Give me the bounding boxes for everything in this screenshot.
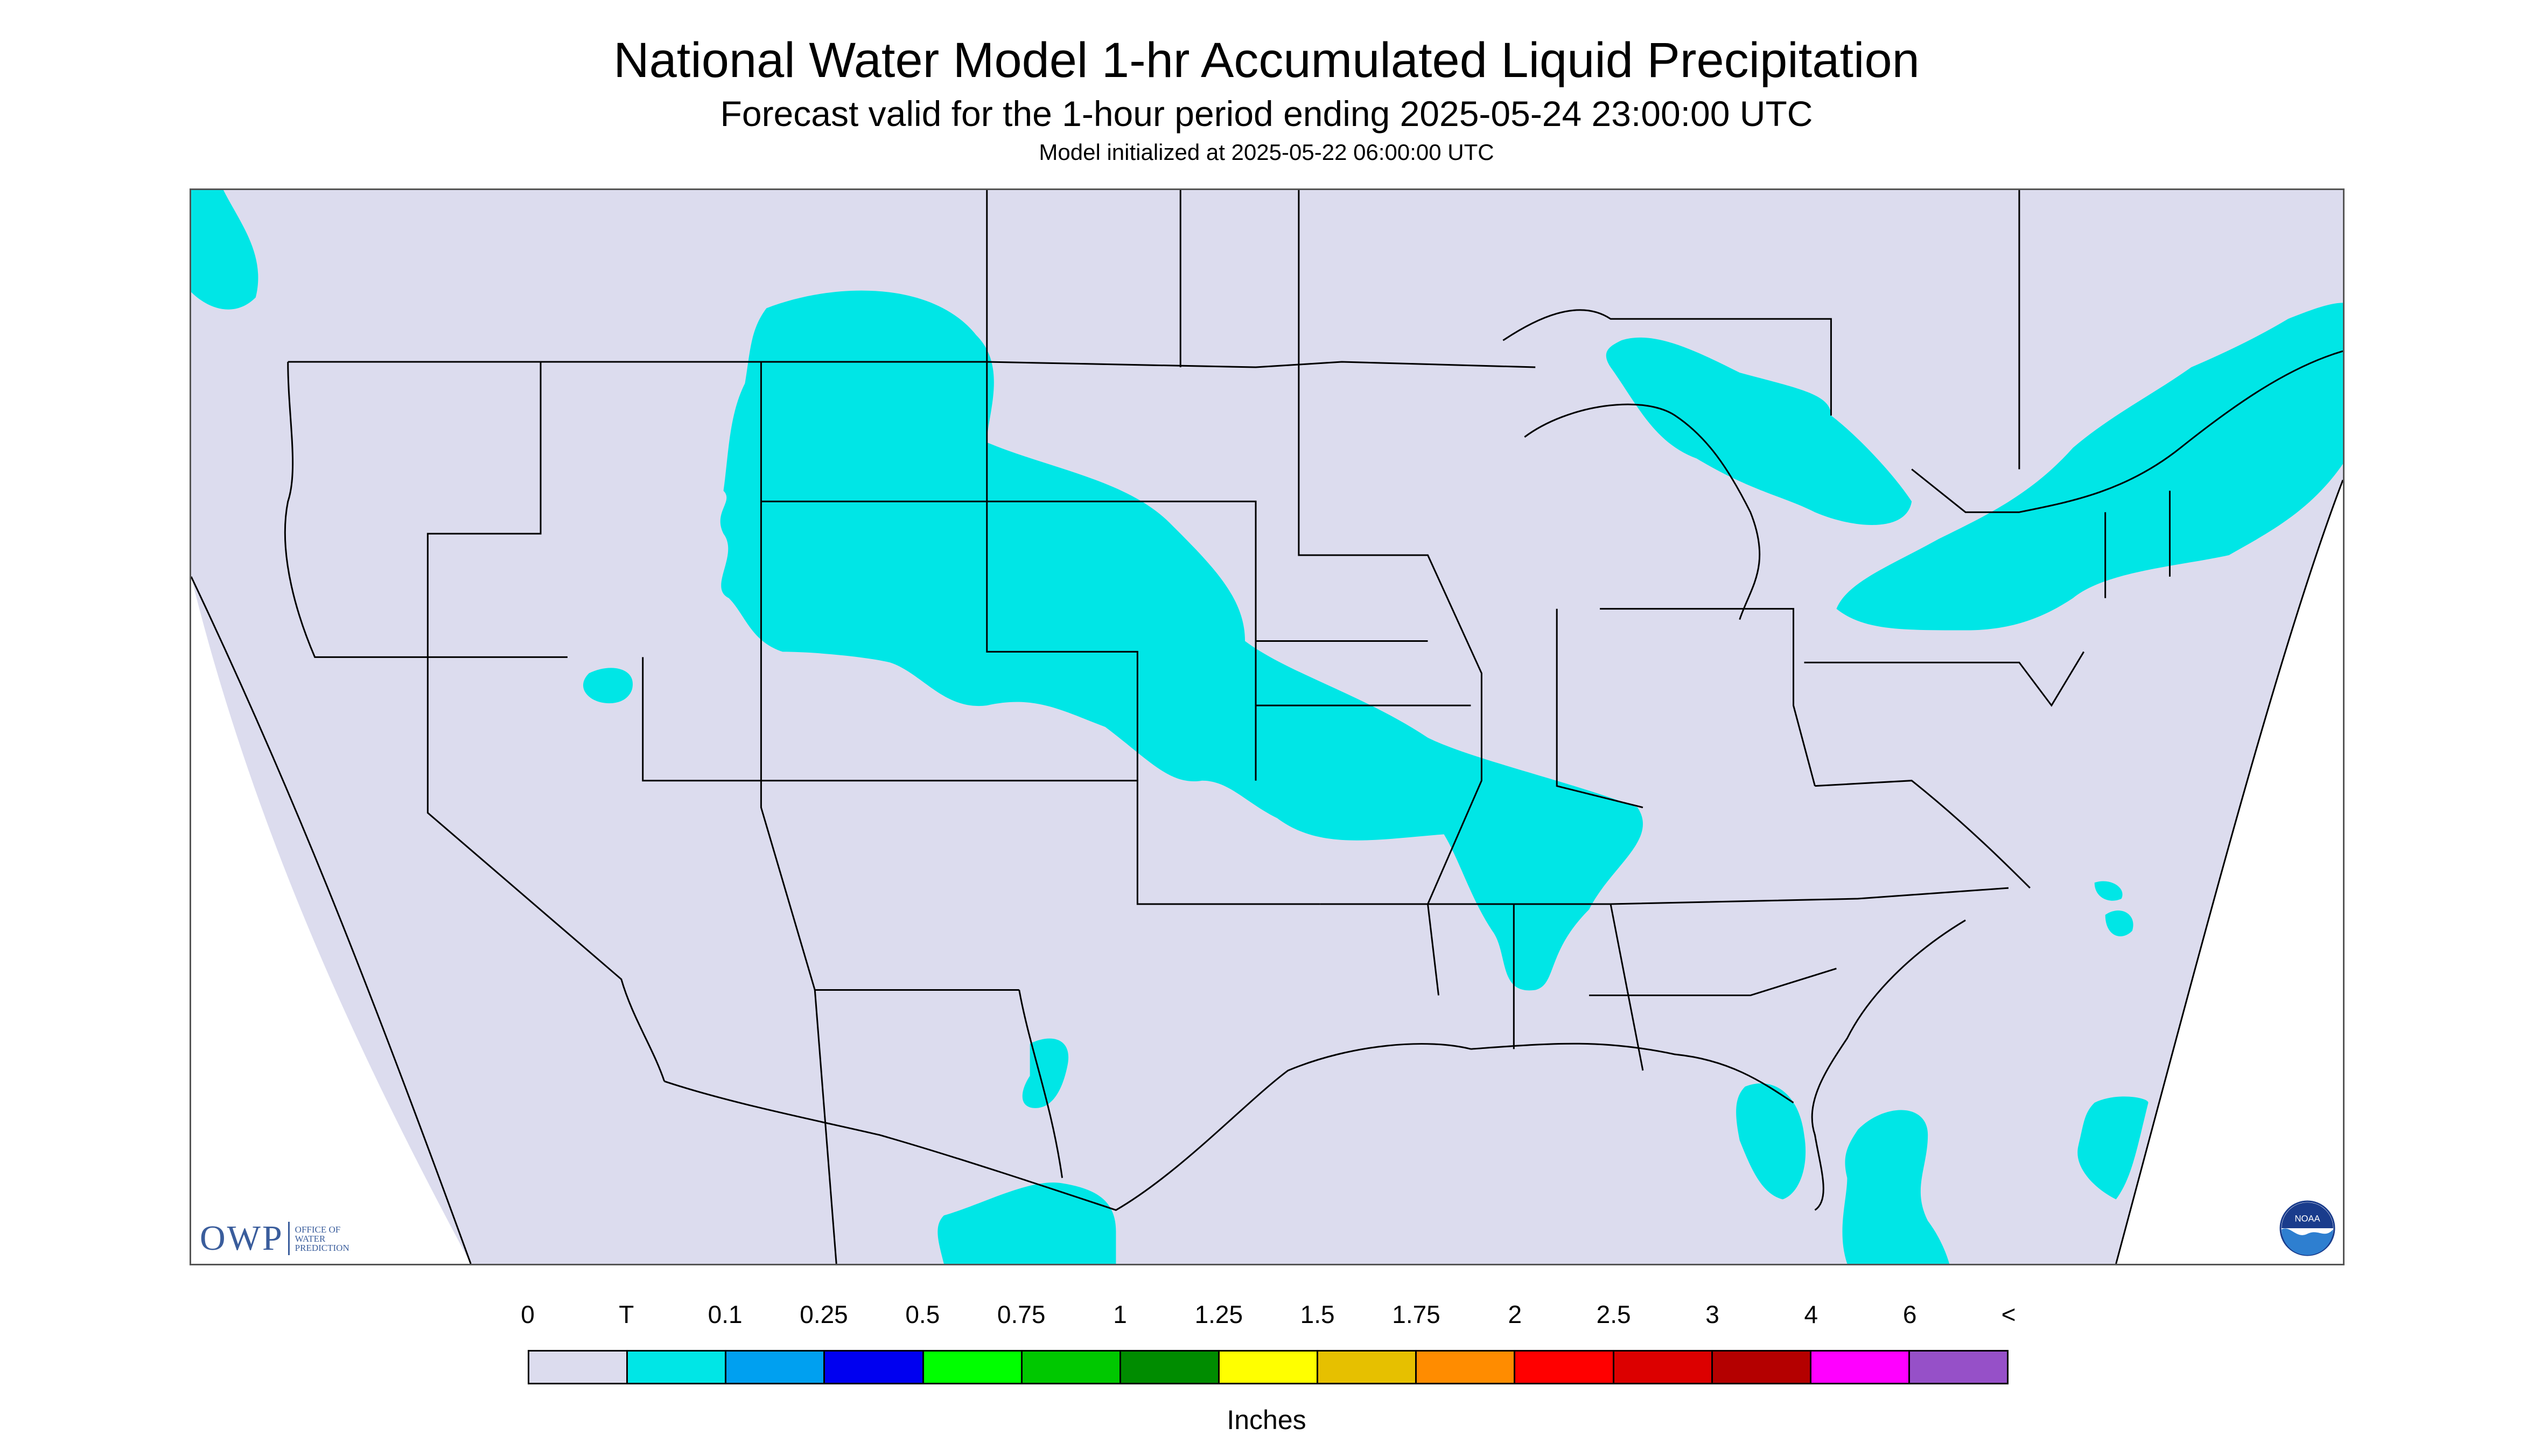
precip-area-southern-mexico: [937, 1182, 1116, 1264]
legend-swatch: [1614, 1352, 1713, 1383]
precip-area-atlantic-south: [2077, 1096, 2149, 1200]
legend-swatch: [529, 1352, 628, 1383]
precip-area-gulf-small: [2105, 910, 2133, 936]
owp-logo-text: OFFICE OF WATER PREDICTION: [295, 1225, 349, 1252]
legend-label: 0.75: [997, 1300, 1046, 1328]
legend-swatch: [1712, 1352, 1811, 1383]
legend-swatch: [1121, 1352, 1220, 1383]
united-states-map-icon: [191, 190, 2343, 1264]
legend-label: 1: [1113, 1300, 1127, 1328]
legend-labels: 0 T 0.1 0.25 0.5 0.75 1 1.25 1.5 1.75 2 2.5 3 4 6 <: [0, 1302, 2533, 1334]
legend-label: <: [2001, 1300, 2016, 1328]
legend-label: T: [619, 1300, 634, 1328]
legend-swatch: [1318, 1352, 1417, 1383]
legend-label: 4: [1804, 1300, 1818, 1328]
legend-swatch: [1219, 1352, 1319, 1383]
owp-logo-line-1: OFFICE OF: [295, 1224, 341, 1235]
legend-label: 0: [521, 1300, 535, 1328]
legend-swatch: [825, 1352, 924, 1383]
legend-swatch: [1909, 1352, 2007, 1383]
owp-logo-line-3: PREDICTION: [295, 1242, 349, 1253]
owp-logo-divider: [288, 1222, 290, 1255]
legend-swatch: [1417, 1352, 1516, 1383]
legend-swatch: [726, 1352, 825, 1383]
legend-swatch: [628, 1352, 727, 1383]
precipitation-map: OWP OFFICE OF WATER PREDICTION NOAA: [190, 188, 2345, 1265]
owp-logo-mark: OWP: [200, 1219, 284, 1258]
legend-label: 3: [1705, 1300, 1719, 1328]
precip-area-northeast: [1836, 303, 2343, 631]
noaa-logo-text: NOAA: [2294, 1214, 2320, 1224]
legend-label: 0.1: [708, 1300, 743, 1328]
legend-swatch: [1515, 1352, 1614, 1383]
precip-area-northwest-coast: [191, 190, 258, 310]
state-boundaries: [191, 190, 2343, 1264]
legend-label: 2: [1508, 1300, 1522, 1328]
legend-label: 6: [1902, 1300, 1917, 1328]
precip-area-mexico-small: [1022, 1038, 1069, 1108]
owp-logo: OWP OFFICE OF WATER PREDICTION: [200, 1221, 349, 1256]
precipitation-areas: [191, 190, 2343, 1264]
legend-label: 1.25: [1194, 1300, 1243, 1328]
precip-area-northern-plains: [720, 290, 1643, 991]
precip-area-great-lakes: [1606, 337, 1912, 525]
legend-label: 0.25: [800, 1300, 848, 1328]
precip-area-atlantic-speck: [2094, 881, 2123, 901]
legend-swatch: [923, 1352, 1023, 1383]
legend-colorbar: [528, 1350, 2009, 1384]
legend-swatch: [1811, 1352, 1910, 1383]
legend-label: 1.5: [1300, 1300, 1335, 1328]
legend-label: 2.5: [1596, 1300, 1631, 1328]
legend-label: 1.75: [1392, 1300, 1440, 1328]
precip-area-bahamas: [1842, 1110, 1950, 1264]
noaa-logo-icon: NOAA: [2279, 1200, 2335, 1256]
owp-logo-line-2: WATER: [295, 1233, 326, 1244]
map-title: National Water Model 1-hr Accumulated Li…: [613, 33, 1920, 88]
forecast-valid-subtitle: Forecast valid for the 1-hour period end…: [720, 94, 1813, 134]
model-init-text: Model initialized at 2025-05-22 06:00:00…: [1039, 139, 1494, 165]
precip-area-idaho-small: [583, 668, 633, 704]
legend-units-label: Inches: [1227, 1405, 1306, 1435]
legend-label: 0.5: [905, 1300, 940, 1328]
legend-swatch: [1022, 1352, 1121, 1383]
precip-area-florida: [1736, 1083, 1806, 1200]
